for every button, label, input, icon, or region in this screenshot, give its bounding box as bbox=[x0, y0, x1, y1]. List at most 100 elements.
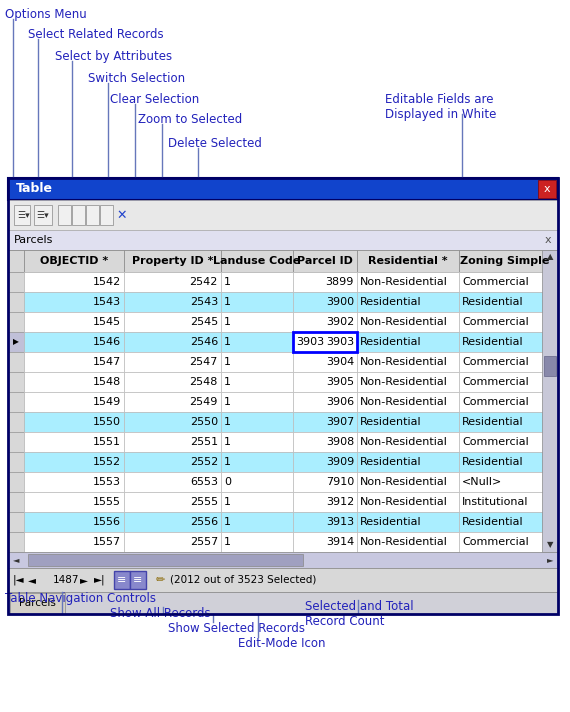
Bar bbox=[8, 412, 24, 432]
Bar bbox=[8, 272, 24, 292]
Bar bbox=[24, 432, 124, 452]
Bar bbox=[293, 512, 357, 532]
Text: ▲: ▲ bbox=[547, 253, 553, 261]
Text: Non-Residential: Non-Residential bbox=[360, 317, 448, 327]
Bar bbox=[459, 512, 551, 532]
Bar bbox=[544, 356, 556, 376]
Text: Property ID *: Property ID * bbox=[132, 256, 213, 266]
Bar bbox=[72, 205, 85, 225]
Bar bbox=[221, 250, 293, 272]
Bar bbox=[293, 372, 357, 392]
Bar bbox=[8, 200, 558, 230]
Text: OBJECTID *: OBJECTID * bbox=[40, 256, 108, 266]
Bar bbox=[8, 352, 24, 372]
Text: Select by Attributes: Select by Attributes bbox=[55, 50, 172, 63]
Bar bbox=[124, 372, 221, 392]
Bar bbox=[357, 272, 459, 292]
Bar bbox=[542, 250, 558, 552]
Bar bbox=[293, 352, 357, 372]
Bar bbox=[8, 492, 24, 512]
Text: Parcel ID: Parcel ID bbox=[297, 256, 353, 266]
Bar bbox=[24, 472, 124, 492]
Bar bbox=[459, 392, 551, 412]
Text: 3900: 3900 bbox=[326, 297, 354, 307]
Bar bbox=[221, 532, 293, 552]
Text: 3903: 3903 bbox=[326, 337, 354, 347]
Bar bbox=[459, 372, 551, 392]
Text: Residential: Residential bbox=[462, 337, 524, 347]
Bar bbox=[459, 472, 551, 492]
Bar bbox=[28, 554, 303, 566]
Bar bbox=[86, 205, 99, 225]
Bar bbox=[24, 312, 124, 332]
Bar bbox=[8, 230, 558, 250]
Text: Commercial: Commercial bbox=[462, 317, 529, 327]
Bar bbox=[459, 532, 551, 552]
Text: Options Menu: Options Menu bbox=[5, 8, 87, 21]
Bar bbox=[459, 352, 551, 372]
Bar bbox=[357, 332, 459, 352]
Bar bbox=[124, 250, 221, 272]
Bar bbox=[459, 250, 551, 272]
Bar bbox=[459, 332, 551, 352]
Bar bbox=[24, 332, 124, 352]
Text: 1: 1 bbox=[224, 437, 231, 447]
Text: Non-Residential: Non-Residential bbox=[360, 357, 448, 367]
Text: 1: 1 bbox=[224, 297, 231, 307]
Text: Zoom to Selected: Zoom to Selected bbox=[138, 113, 242, 126]
Bar bbox=[293, 272, 357, 292]
Bar bbox=[293, 312, 357, 332]
Text: 1552: 1552 bbox=[93, 457, 121, 467]
Text: 2557: 2557 bbox=[190, 537, 218, 547]
Text: 1: 1 bbox=[224, 357, 231, 367]
Text: 2550: 2550 bbox=[190, 417, 218, 427]
Text: 1: 1 bbox=[224, 457, 231, 467]
Text: 2551: 2551 bbox=[190, 437, 218, 447]
Bar bbox=[221, 432, 293, 452]
Bar bbox=[124, 492, 221, 512]
Text: Editable Fields are
Displayed in White: Editable Fields are Displayed in White bbox=[385, 93, 496, 121]
Bar bbox=[459, 432, 551, 452]
Text: ►|: ►| bbox=[94, 575, 106, 585]
Bar bbox=[124, 412, 221, 432]
Bar bbox=[293, 432, 357, 452]
Bar bbox=[124, 352, 221, 372]
Text: Table Navigation Controls: Table Navigation Controls bbox=[5, 592, 156, 605]
Bar bbox=[293, 292, 357, 312]
Bar bbox=[357, 292, 459, 312]
Bar bbox=[8, 532, 24, 552]
Bar bbox=[357, 492, 459, 512]
Text: 1543: 1543 bbox=[93, 297, 121, 307]
Text: Residential: Residential bbox=[462, 517, 524, 527]
Bar bbox=[24, 512, 124, 532]
Bar bbox=[459, 412, 551, 432]
Text: ☰▾: ☰▾ bbox=[36, 211, 48, 219]
Bar bbox=[293, 412, 357, 432]
Bar bbox=[357, 412, 459, 432]
Text: Delete Selected: Delete Selected bbox=[168, 137, 262, 150]
Bar bbox=[221, 492, 293, 512]
Text: 3912: 3912 bbox=[325, 497, 354, 507]
Text: ≡: ≡ bbox=[117, 575, 127, 585]
Bar bbox=[221, 272, 293, 292]
Text: 1: 1 bbox=[224, 537, 231, 547]
Text: 2555: 2555 bbox=[190, 497, 218, 507]
Text: 1556: 1556 bbox=[93, 517, 121, 527]
Bar bbox=[221, 332, 293, 352]
Text: 1551: 1551 bbox=[93, 437, 121, 447]
Text: 3907: 3907 bbox=[325, 417, 354, 427]
Text: 1553: 1553 bbox=[93, 477, 121, 487]
Text: ◄: ◄ bbox=[28, 575, 36, 585]
Text: 1487: 1487 bbox=[53, 575, 79, 585]
Text: 3905: 3905 bbox=[326, 377, 354, 387]
Bar bbox=[357, 512, 459, 532]
Text: x: x bbox=[545, 235, 551, 245]
Text: Non-Residential: Non-Residential bbox=[360, 477, 448, 487]
Bar bbox=[8, 592, 558, 614]
Text: Residential: Residential bbox=[360, 297, 422, 307]
Text: Edit-Mode Icon: Edit-Mode Icon bbox=[238, 637, 325, 650]
Bar bbox=[8, 432, 24, 452]
Bar bbox=[24, 352, 124, 372]
Bar bbox=[221, 392, 293, 412]
Bar bbox=[293, 250, 357, 272]
